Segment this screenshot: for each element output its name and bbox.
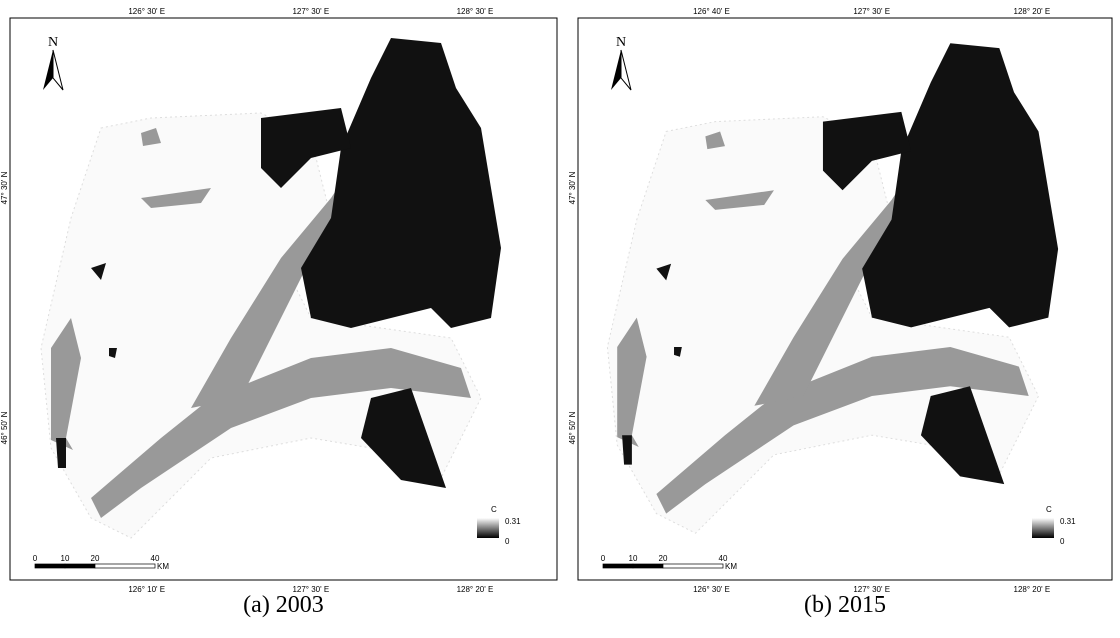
left-coord-label: 47° 30' N bbox=[568, 171, 577, 204]
scale-bar-segment bbox=[35, 564, 65, 568]
legend-gradient bbox=[477, 518, 499, 538]
scale-tick-label: 20 bbox=[659, 554, 668, 563]
legend-title: C bbox=[1046, 505, 1052, 514]
scale-tick-label: 0 bbox=[33, 554, 38, 563]
bottom-coord-label: 128° 20' E bbox=[457, 585, 494, 594]
legend-min: 0 bbox=[505, 537, 510, 546]
scale-bar-segment bbox=[603, 564, 633, 568]
map-panel: 126° 30' E 127° 30' E 128° 30' E 126° 10' E… bbox=[0, 7, 557, 594]
top-coord-label: 127° 30' E bbox=[292, 7, 329, 16]
scale-bar-segment bbox=[65, 564, 95, 568]
legend-max: 0.31 bbox=[1060, 517, 1076, 526]
scale-bar-segment bbox=[633, 564, 663, 568]
legend-min: 0 bbox=[1060, 537, 1065, 546]
left-coord-label: 46° 50' N bbox=[568, 411, 577, 444]
left-coord-label: 47° 30' N bbox=[0, 171, 9, 204]
top-coord-label: 127° 30' E bbox=[853, 7, 890, 16]
legend-gradient bbox=[1032, 518, 1054, 538]
bottom-coord-label: 126° 30' E bbox=[693, 585, 730, 594]
scale-bar-segment bbox=[95, 564, 155, 568]
scale-tick-label: 10 bbox=[629, 554, 638, 563]
figure: 126° 30' E 127° 30' E 128° 30' E 126° 10' E… bbox=[0, 0, 1120, 633]
scale-tick-label: 10 bbox=[61, 554, 70, 563]
left-coord-label: 46° 50' N bbox=[0, 411, 9, 444]
north-label: N bbox=[48, 35, 58, 50]
panel-caption: (b) 2015 bbox=[804, 592, 886, 618]
legend-title: C bbox=[491, 505, 497, 514]
bottom-coord-label: 126° 10' E bbox=[128, 585, 165, 594]
scale-tick-label: 0 bbox=[601, 554, 606, 563]
top-coord-label: 126° 40' E bbox=[693, 7, 730, 16]
scale-tick-label: 20 bbox=[91, 554, 100, 563]
top-coord-label: 126° 30' E bbox=[128, 7, 165, 16]
panel-caption: (a) 2003 bbox=[243, 592, 324, 618]
scale-unit: KM bbox=[157, 562, 169, 571]
top-coord-label: 128° 30' E bbox=[457, 7, 494, 16]
scale-unit: KM bbox=[725, 562, 737, 571]
bottom-coord-label: 128° 20' E bbox=[1014, 585, 1051, 594]
top-coord-label: 128° 20' E bbox=[1014, 7, 1051, 16]
map-panel: 126° 40' E 127° 30' E 128° 20' E 126° 30' E… bbox=[568, 7, 1112, 594]
legend-max: 0.31 bbox=[505, 517, 521, 526]
scale-bar-segment bbox=[663, 564, 723, 568]
north-label: N bbox=[616, 35, 626, 50]
